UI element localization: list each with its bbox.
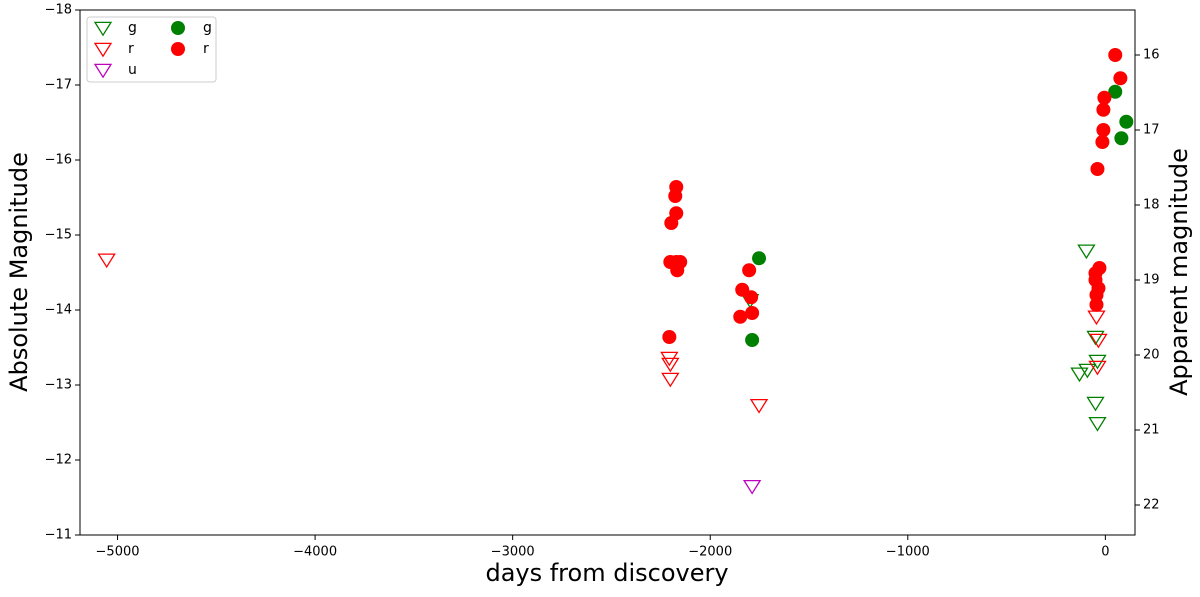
point	[1096, 123, 1111, 137]
y-tick-label: −11	[45, 528, 72, 543]
y-tick-label: −16	[45, 153, 72, 168]
y-tick-label: −12	[45, 453, 72, 468]
y-axis-label: Absolute Magnitude	[5, 152, 33, 392]
point	[1114, 131, 1129, 146]
x-axis-label: days from discovery	[485, 559, 728, 587]
legend-box	[86, 16, 217, 83]
point	[742, 480, 762, 495]
point	[1070, 367, 1089, 383]
legend-label: r	[128, 41, 134, 57]
point	[1089, 288, 1104, 302]
point	[662, 330, 677, 344]
point	[1090, 162, 1105, 176]
legend-label: u	[128, 62, 137, 78]
legend-label: g	[128, 20, 137, 36]
point	[745, 306, 760, 320]
x-tick-label: −4000	[293, 545, 337, 560]
point	[664, 216, 679, 230]
y2-tick-label: 16	[1143, 48, 1160, 63]
point	[733, 309, 748, 324]
point	[752, 251, 767, 266]
point	[1077, 244, 1096, 260]
x-tick-label: −1000	[886, 545, 930, 560]
y2-axis-label: Apparent magnitude	[1165, 148, 1193, 396]
point	[661, 372, 680, 388]
point	[1078, 363, 1097, 379]
x-tick-label: −3000	[491, 545, 535, 560]
point	[1108, 84, 1123, 99]
y2-tick-label: 17	[1143, 123, 1160, 138]
x-tick-label: −2000	[688, 545, 732, 560]
legend-marker	[93, 42, 113, 58]
y2-tick-label: 18	[1143, 198, 1160, 213]
point	[742, 263, 757, 278]
x-tick-label: 0	[1101, 545, 1109, 560]
y2-tick-label: 19	[1143, 273, 1160, 288]
point	[1089, 333, 1108, 349]
y-tick-label: −15	[45, 228, 72, 243]
point	[1088, 417, 1107, 432]
point	[1087, 310, 1106, 326]
point	[1088, 360, 1107, 376]
point	[1096, 102, 1111, 117]
point	[1097, 90, 1112, 105]
point	[670, 263, 685, 278]
point	[1108, 48, 1123, 62]
legend-marker	[171, 42, 185, 56]
point	[668, 189, 683, 203]
legend-marker	[93, 21, 113, 37]
y-tick-label: −17	[45, 78, 72, 93]
point	[1095, 135, 1110, 149]
plot-frame	[79, 9, 1136, 536]
legend-marker	[93, 63, 113, 79]
point	[97, 253, 116, 269]
y-tick-label: −13	[45, 378, 72, 393]
legend-label: g	[203, 20, 212, 36]
y2-tick-label: 20	[1143, 348, 1160, 363]
point	[1113, 71, 1128, 86]
y-tick-label: −14	[45, 303, 72, 318]
point	[749, 399, 769, 414]
legend-marker	[171, 21, 185, 35]
point	[1086, 330, 1105, 346]
point	[1119, 114, 1134, 129]
x-tick-label: −5000	[96, 545, 140, 560]
point	[745, 333, 760, 347]
y2-tick-label: 21	[1143, 423, 1160, 438]
point	[661, 357, 680, 373]
point	[744, 290, 759, 305]
point	[1089, 297, 1104, 312]
y2-tick-label: 22	[1143, 498, 1160, 513]
y-tick-label: −18	[45, 3, 72, 18]
legend-label: r	[203, 41, 209, 57]
point	[1086, 396, 1105, 412]
